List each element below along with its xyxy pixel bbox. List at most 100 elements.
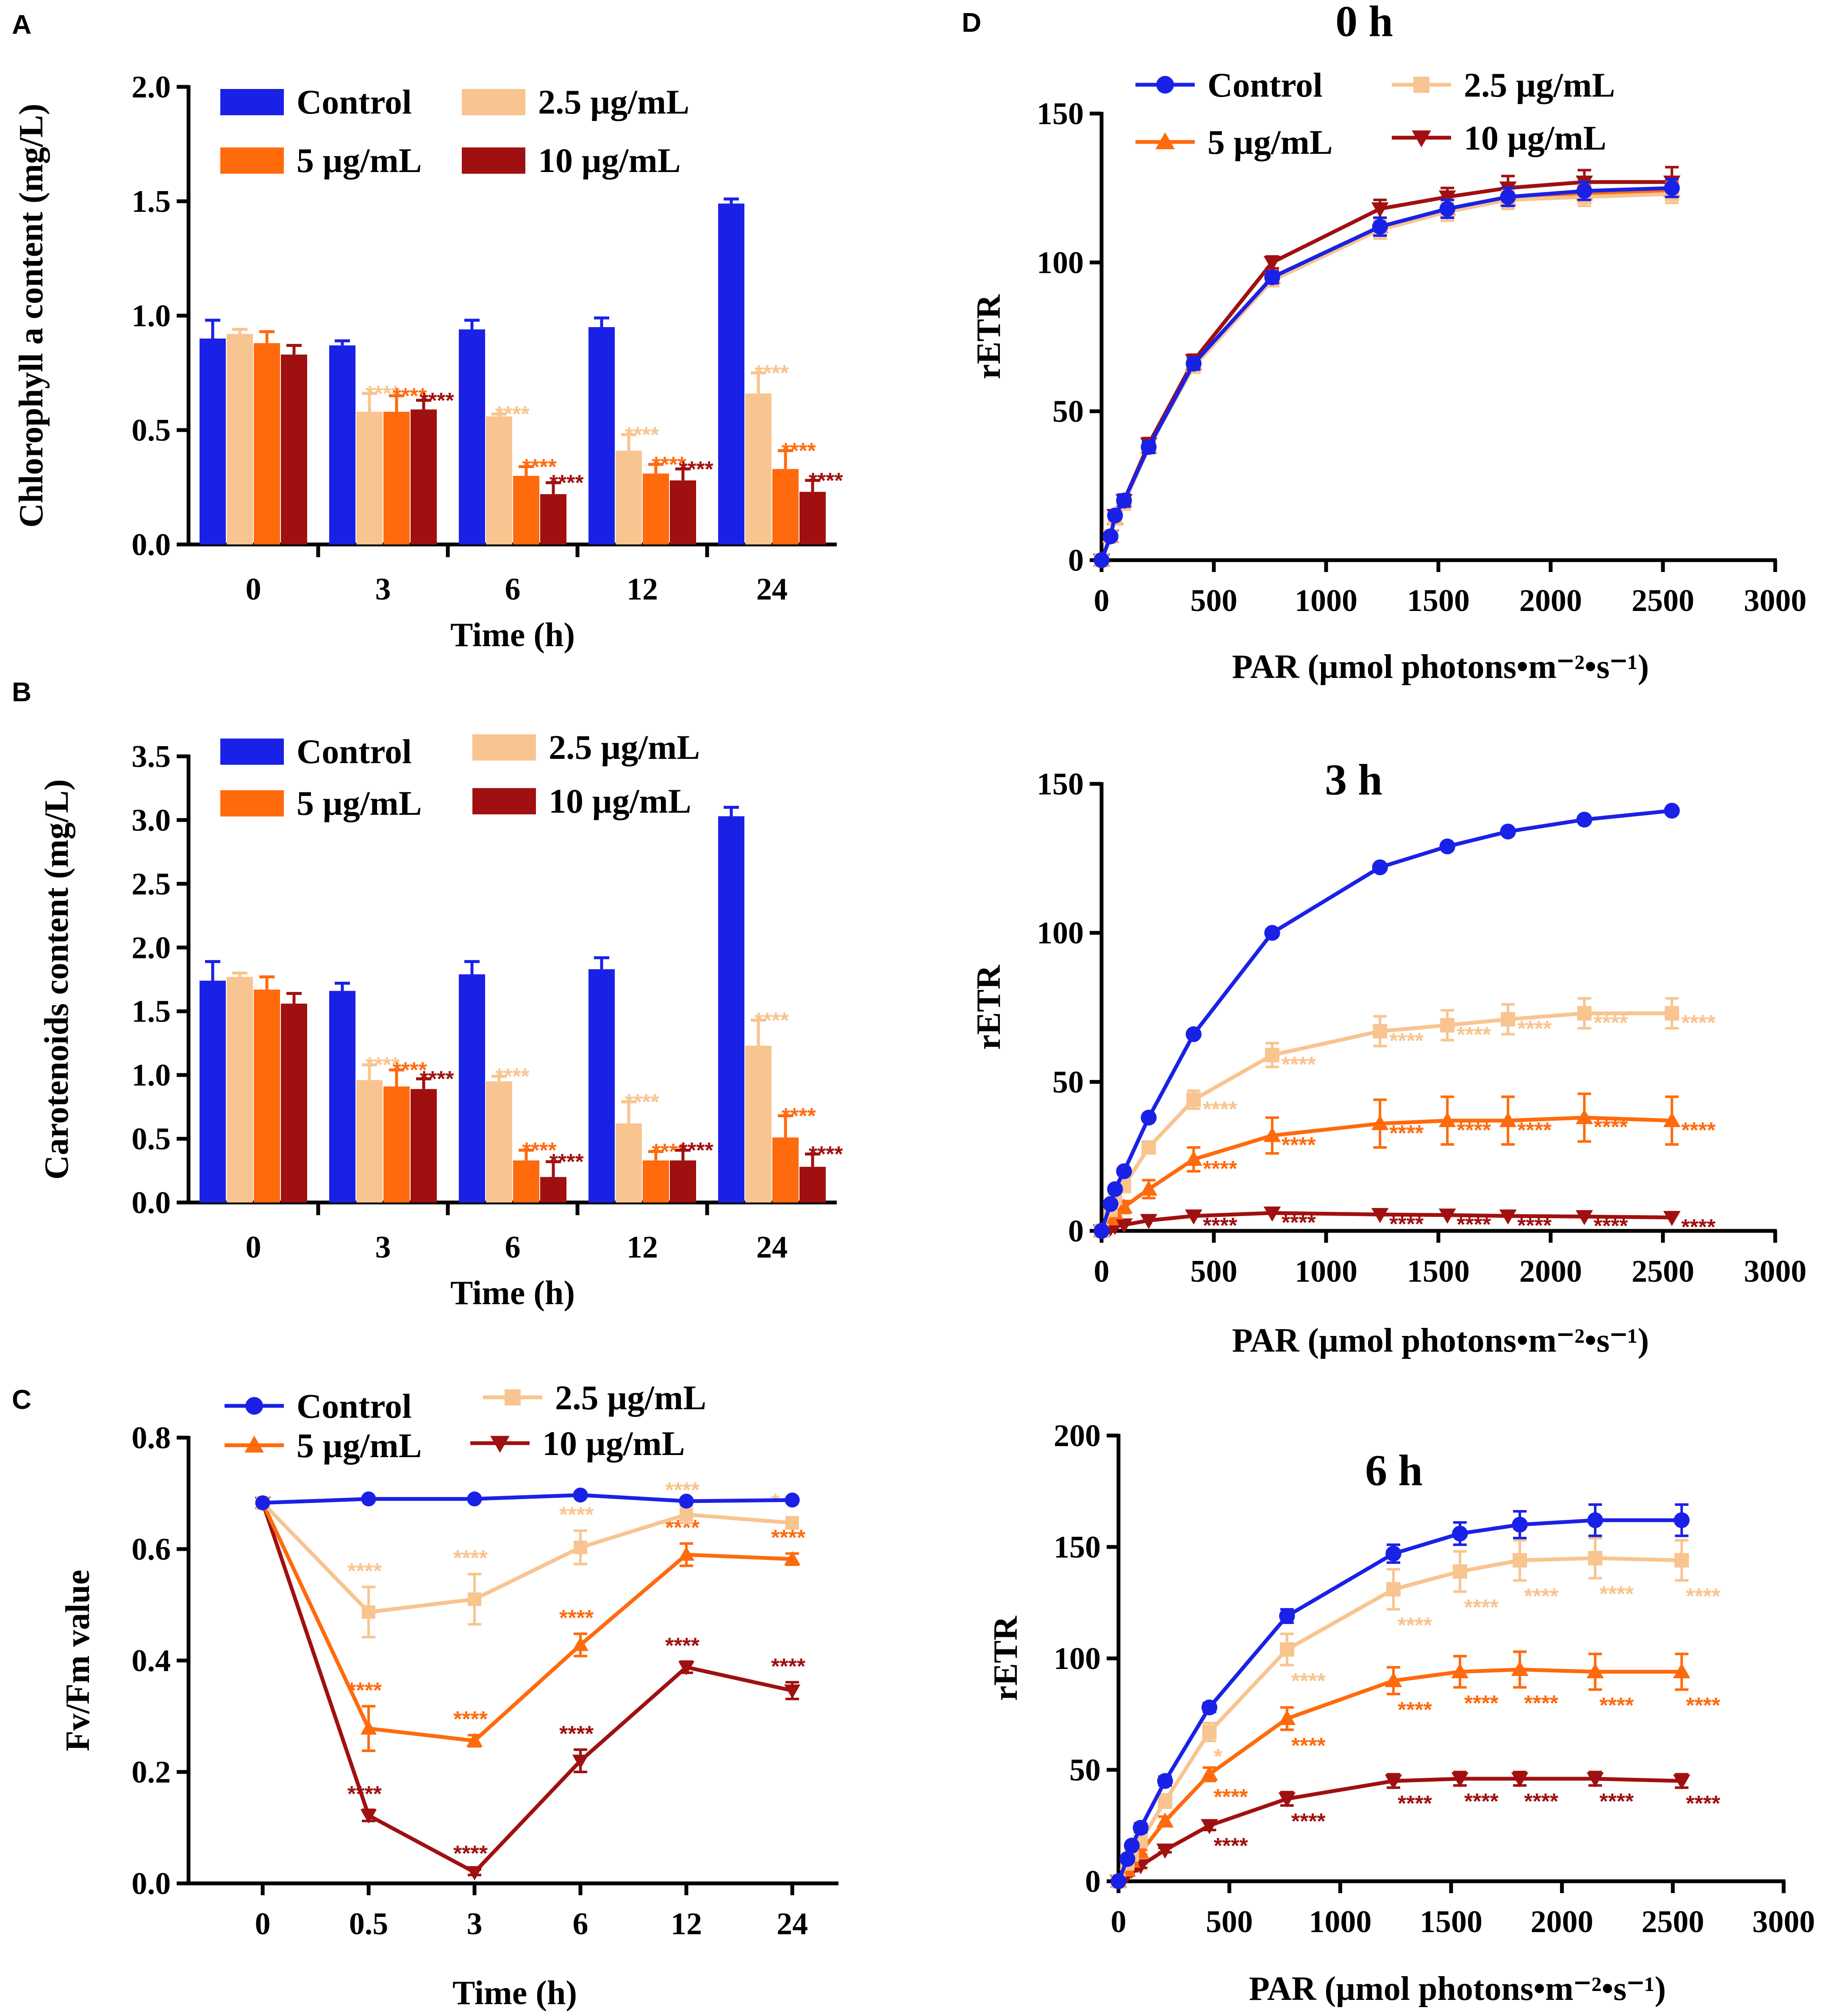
point-5-g-ml: [1115, 1198, 1133, 1214]
legend-label-2-5-g-ml: 2.5 µg/mL: [1464, 66, 1615, 104]
point-10-g-ml: [1140, 1214, 1157, 1229]
y-axis-label: Fv/Fm value: [59, 1570, 97, 1752]
significance-label: ****: [1398, 1613, 1432, 1638]
point-10-g-ml: [572, 1755, 589, 1769]
y-tick-label: 1.5: [132, 184, 171, 219]
bar-2-5-g-ml-0: [227, 334, 253, 544]
point-control: [1500, 189, 1516, 205]
point-10-g-ml: [1438, 1208, 1456, 1224]
series-line-control: [1099, 186, 1672, 561]
bar-2-5-g-ml-3: [356, 1080, 383, 1202]
x-tick-label: 2500: [1632, 1254, 1694, 1289]
y-tick-label: 1.5: [132, 994, 171, 1029]
y-tick-label: 50: [1069, 1753, 1101, 1788]
point-2-5-g-ml: [468, 1592, 481, 1606]
point-2-5-g-ml: [1577, 1006, 1592, 1021]
point-control: [1587, 1512, 1603, 1528]
point-5-g-ml: [360, 1720, 377, 1735]
significance-label: ****: [1282, 1052, 1316, 1077]
point-5-g-ml: [1156, 1812, 1174, 1828]
x-tick-label: 0.5: [349, 1907, 389, 1941]
significance-label: ****: [550, 471, 584, 495]
bar-control-0: [200, 980, 226, 1202]
point-5-g-ml: [1201, 1766, 1218, 1781]
point-control: [1119, 1851, 1135, 1867]
point-10-g-ml: [1451, 1772, 1469, 1788]
bar-10-g-ml-0: [281, 1003, 307, 1202]
x-tick-label: 0: [246, 572, 261, 607]
significance-label: ****: [679, 457, 714, 482]
significance-label: ****: [1681, 1118, 1716, 1143]
significance-label: ****: [1398, 1791, 1432, 1816]
point-10-g-ml: [1115, 1218, 1133, 1234]
point-2-5-g-ml: [1265, 1048, 1279, 1063]
point-2-5-g-ml: [1452, 1564, 1467, 1579]
bar-control-6: [459, 329, 485, 544]
x-tick-label: 0: [1094, 1254, 1110, 1289]
significance-label: ****: [495, 1064, 530, 1089]
bar-2-5-g-ml-6: [486, 416, 512, 544]
x-tick-label: 3000: [1752, 1905, 1815, 1939]
y-tick-label: 100: [1037, 245, 1084, 280]
legend-label-control: Control: [297, 732, 412, 771]
legend-marker-control: [1156, 76, 1174, 94]
y-tick-label: 50: [1052, 394, 1084, 429]
bar-5-g-ml-6: [513, 1160, 539, 1202]
point-control: [1110, 1873, 1127, 1889]
point-5-g-ml: [1371, 1115, 1389, 1130]
bar-control-3: [329, 991, 355, 1202]
series-line-control: [1099, 808, 1672, 1232]
significance-label: ****: [1686, 1791, 1721, 1816]
y-axis-label: rETR: [987, 1616, 1024, 1701]
panel-label: A: [12, 9, 31, 40]
y-tick-label: 1.0: [132, 1058, 171, 1093]
bar-2-5-g-ml-24: [745, 393, 772, 544]
bar-2-5-g-ml-3: [356, 411, 383, 544]
legend-swatch-10-g-ml: [462, 147, 525, 174]
bar-5-g-ml-0: [254, 989, 280, 1202]
significance-label: ****: [1203, 1097, 1238, 1122]
legend-swatch-2-5-g-ml: [472, 734, 536, 761]
point-2-5-g-ml: [1141, 1140, 1156, 1155]
significance-label: ****: [1291, 1733, 1326, 1758]
point-2-5-g-ml: [1665, 1006, 1679, 1021]
significance-label: ****: [1524, 1789, 1559, 1814]
significance-label: ****: [1517, 1118, 1552, 1143]
y-tick-label: 150: [1037, 97, 1084, 131]
point-control: [1185, 1026, 1202, 1042]
x-tick-label: 24: [777, 1907, 808, 1941]
series-line-2-5-g-ml: [261, 1501, 793, 1614]
significance-label: ****: [559, 1722, 594, 1746]
legend-label-10-g-ml: 10 µg/mL: [1464, 119, 1607, 157]
bar-2-5-g-ml-12: [616, 450, 642, 544]
y-tick-label: 150: [1054, 1530, 1101, 1565]
significance-label: ****: [1457, 1023, 1491, 1047]
y-tick-label: 2.0: [132, 70, 171, 105]
x-tick-label: 6: [573, 1907, 588, 1941]
y-tick-label: 100: [1037, 916, 1084, 951]
x-axis-label: PAR (µmol photons•m⁻²•s⁻¹): [1232, 648, 1649, 686]
point-control: [1264, 269, 1280, 286]
point-control: [1674, 1512, 1690, 1528]
point-control: [1439, 201, 1455, 217]
y-tick-label: 3.5: [132, 739, 171, 774]
significance-label: ****: [522, 455, 557, 479]
x-tick-label: 6: [505, 572, 521, 607]
point-control: [1102, 528, 1118, 544]
y-tick-label: 0.0: [132, 1186, 171, 1220]
bar-10-g-ml-3: [411, 409, 437, 544]
significance-label: ****: [1389, 1121, 1424, 1146]
significance-label: ****: [1203, 1157, 1238, 1181]
point-control: [1500, 823, 1516, 840]
point-control: [1576, 811, 1593, 828]
legend-label-2-5-g-ml: 2.5 µg/mL: [555, 1378, 706, 1417]
y-axis-label: Chlorophyll a content (mg/L): [13, 104, 50, 528]
point-control: [255, 1495, 270, 1511]
point-5-g-ml: [1385, 1672, 1402, 1687]
legend-marker-2-5-g-ml: [505, 1389, 521, 1405]
chart-D3: 3 h 0 50 100 150 rETR 0 500 1000 1500 2000 2500 3000…: [970, 755, 1807, 1359]
point-control: [467, 1491, 482, 1507]
y-axis-label: rETR: [970, 964, 1007, 1050]
legend-swatch-5-g-ml: [220, 790, 284, 816]
significance-label: ****: [1398, 1698, 1432, 1722]
